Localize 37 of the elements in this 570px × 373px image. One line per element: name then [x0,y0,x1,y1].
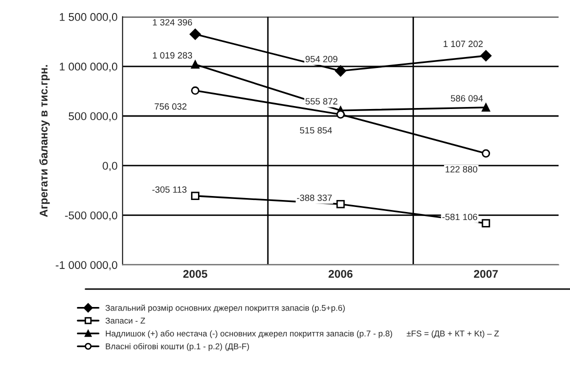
point [482,219,490,228]
y-tick-label: -1 000 000,0 [56,261,118,270]
data-label: 515 854 [300,127,332,134]
data-label: 586 094 [450,95,483,102]
x-tick-label: 2006 [328,270,353,278]
data-label: 1 019 283 [152,52,192,59]
data-label: -581 106 [442,214,478,220]
x-tick-label: 2007 [474,270,498,278]
data-label: -388 337 [297,194,332,202]
y-tick-label: 0,0 [102,162,118,172]
point [482,103,490,112]
y-tick-label: 1 500 000,0 [60,13,118,22]
data-label: 122 880 [446,166,478,173]
y-tick-label: 1 000 000,0 [60,62,118,72]
data-label: 1 107 202 [444,40,483,48]
legend-label: Запаси - Z [105,318,146,324]
point [334,65,346,77]
y-axis-title: Агрегати балансу в тис.грн. [39,65,50,217]
legend-label: Власні обігові кошти (р.1 - р.2) (ДВ-F) [106,343,249,351]
point [336,110,345,119]
y-tick-label: 500 000,0 [68,112,118,122]
data-label: 555 872 [306,98,338,105]
point [191,86,200,95]
legend-label: Надлишок (+) або нестача (-) основних джерел покриття запасів (р.7 - р.8) ±FS = (ДВ + КТ + Kt) – Z [106,330,499,338]
data-label: -305 113 [152,186,186,193]
point [191,192,200,200]
point [191,60,200,69]
point [480,50,492,62]
legend-label: Загальний розмір основних джерел покриття запасів (р.5+р.6) [105,304,345,312]
point [336,200,345,208]
data-label: 756 032 [154,103,186,110]
y-tick-label: -500 000,0 [65,211,118,221]
data-label: 954 209 [306,56,338,62]
point [190,28,201,40]
point [482,149,490,158]
data-label: 1 324 396 [152,19,192,26]
x-tick-label: 2005 [183,270,208,278]
